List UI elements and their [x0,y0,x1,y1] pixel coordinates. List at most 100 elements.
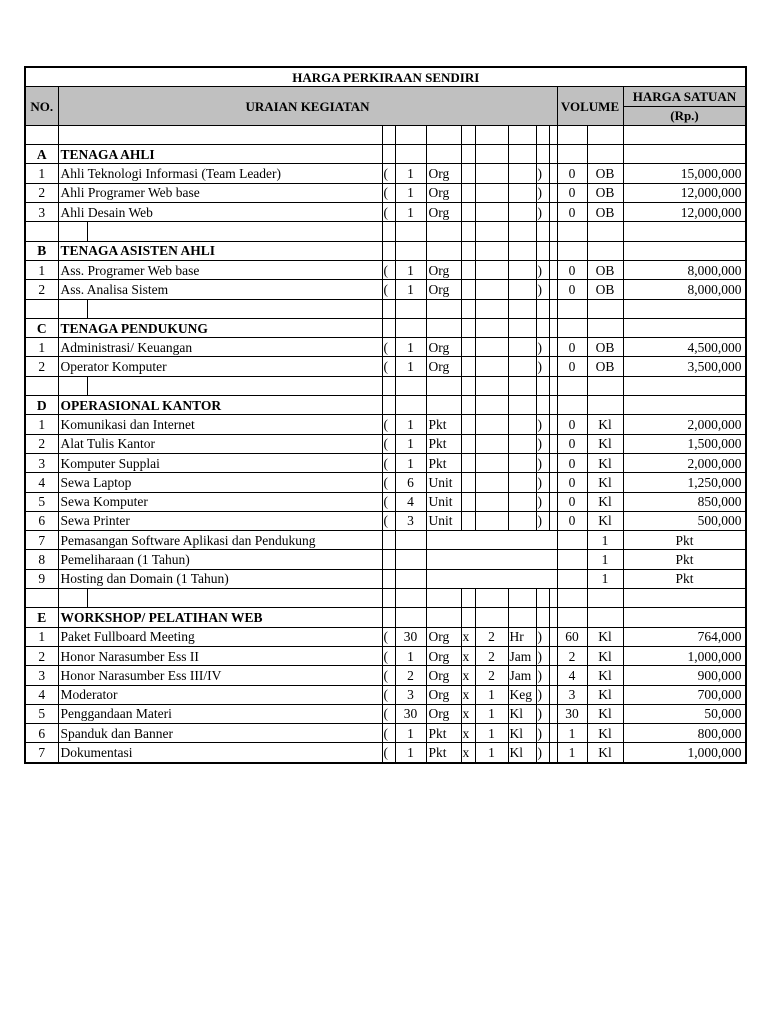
open-paren: ( [381,510,396,532]
empty-cell [622,240,747,261]
uraian-cell [57,298,383,319]
close-paren: ) [535,723,550,744]
blank-row [24,588,747,609]
item-unit-2 [507,414,537,435]
empty-cell [535,395,550,416]
empty-cell [474,298,509,319]
item-multiplier [474,433,509,454]
empty-cell [460,298,476,319]
item-no: 9 [24,568,59,590]
item-times [460,337,476,358]
item-volume-unit: Kl [586,684,624,705]
section-row: E WORKSHOP/ PELATIHAN WEB [24,607,747,628]
empty-cell [548,202,558,223]
item-no: 5 [24,491,59,512]
item-times: x [460,723,476,744]
item-times: x [460,645,476,667]
item-no: 1 [24,163,59,184]
empty-cell [381,375,396,397]
empty-cell [586,375,624,397]
table-row: 2 Operator Komputer(1 Org) 0 OB 3,500,000 [24,356,747,377]
item-no: 3 [24,202,59,223]
item-volume: 4 [556,665,588,686]
item-unit-2 [507,433,537,454]
item-qty: 1 [394,452,427,474]
section-row: C TENAGA PENDUKUNG [24,317,747,339]
empty-cell [425,317,462,339]
item-volume-unit: Kl [586,433,624,454]
item-volume: 0 [556,356,588,377]
item-description: Spanduk dan Banner [57,723,383,744]
table-row: 6 Sewa Printer(3 Unit) 0 Kl 500,000 [24,510,747,532]
item-no: 7 [24,742,59,764]
no-cell [24,588,59,609]
empty-cell [556,395,588,416]
item-no: 2 [24,433,59,454]
empty-cell [548,472,558,493]
no-cell [24,375,59,397]
section-code: D [24,395,59,416]
item-qty: 30 [394,626,427,647]
item-volume-unit: Kl [586,510,624,532]
empty-cell [425,124,462,146]
empty-cell [556,124,588,146]
item-unit-2 [507,452,537,474]
empty-cell [394,240,427,261]
item-no: 7 [24,530,59,551]
item-unit-2 [507,356,537,377]
item-volume: 1 [586,549,624,570]
item-unit: Pkt [425,452,462,474]
item-unit: Org [425,163,462,184]
open-paren: ( [381,414,396,435]
empty-cell [394,124,427,146]
item-unit-2: Keg [507,684,537,705]
item-times [460,163,476,184]
item-times [460,182,476,204]
section-row: D OPERASIONAL KANTOR [24,395,747,416]
item-volume: 60 [556,626,588,647]
empty-cell [548,182,558,204]
header-harga-unit: (Rp.) [622,105,747,126]
empty-cell [507,588,537,609]
blank-row [24,298,747,319]
empty-cell [556,317,588,339]
empty-cell [556,375,588,397]
item-volume: 3 [556,684,588,705]
item-volume: 1 [556,742,588,764]
table-row: 1 Administrasi/ Keuangan(1 Org) 0 OB 4,500,00… [24,337,747,358]
empty-cell [507,395,537,416]
item-unit-2 [507,202,537,223]
item-qty: 6 [394,472,427,493]
empty-cell [381,607,396,628]
empty-cell [474,240,509,261]
empty-cell [586,144,624,165]
open-paren: ( [381,163,396,184]
item-volume-unit: OB [586,182,624,204]
empty-cell [556,568,588,590]
item-price: 3,500,000 [622,356,747,377]
empty-cell [548,259,558,281]
item-times: x [460,742,476,764]
item-volume-unit: Kl [586,742,624,764]
close-paren: ) [535,510,550,532]
empty-cell [507,124,537,146]
open-paren: ( [381,626,396,647]
empty-cell [548,317,558,339]
item-price: 4,500,000 [622,337,747,358]
empty-cell [394,298,427,319]
item-unit-2: Kl [507,742,537,764]
open-paren: ( [381,703,396,725]
item-no: 4 [24,684,59,705]
no-cell [24,124,59,146]
empty-cell [548,588,558,609]
item-volume: 0 [556,414,588,435]
item-volume-unit: OB [586,279,624,300]
empty-cell [425,549,558,570]
item-qty: 1 [394,202,427,223]
empty-cell [586,298,624,319]
item-unit: Org [425,645,462,667]
item-no: 2 [24,356,59,377]
item-qty: 1 [394,645,427,667]
item-unit-2: Jam [507,645,537,667]
item-multiplier [474,202,509,223]
